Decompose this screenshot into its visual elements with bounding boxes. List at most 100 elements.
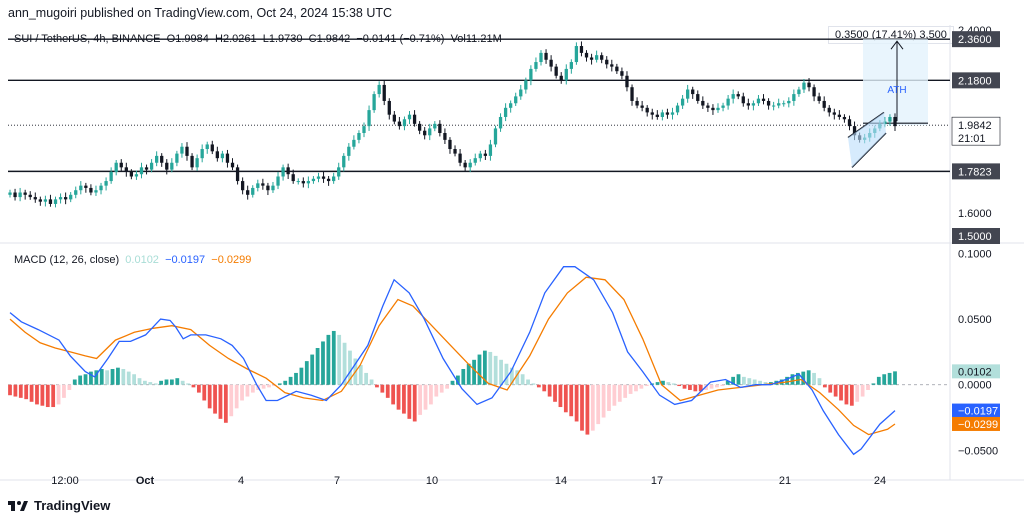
candle-body [205, 144, 209, 150]
macd-histogram [8, 330, 897, 435]
candle-body [701, 100, 705, 106]
macd-histogram-bar [283, 380, 288, 385]
macd-histogram-bar [822, 384, 827, 388]
candle-body [822, 100, 826, 108]
candle-body [326, 178, 331, 182]
candle-body [261, 183, 265, 186]
candle-body [94, 190, 98, 193]
macd-tick-label: 0.1000 [958, 249, 992, 261]
candle-body [534, 62, 538, 69]
candle-body [276, 176, 280, 186]
macd-histogram-bar [731, 376, 735, 385]
candle-body [402, 119, 407, 127]
time-tick-label: 12:00 [51, 475, 79, 487]
candle-body [827, 107, 831, 113]
macd-histogram-bar [569, 384, 574, 417]
macd-histogram-bar [758, 380, 762, 385]
candle-body [417, 123, 422, 131]
macd-histogram-bar [456, 375, 460, 385]
symbol-legend[interactable]: SUI / TetherUS, 4h, BINANCE O1.9984 H2.0… [14, 33, 502, 45]
macd-histogram-bar [795, 372, 800, 385]
candle-body [377, 84, 381, 95]
candle-body [448, 139, 452, 150]
level-label-box [952, 228, 1000, 244]
macd-histogram-bar [671, 383, 676, 385]
macd-histogram-bar [488, 351, 493, 385]
macd-histogram-bar [547, 384, 552, 397]
candle-body [842, 116, 847, 120]
candle-body [514, 96, 518, 104]
macd-histogram-bar [218, 384, 223, 419]
macd-legend[interactable]: MACD (12, 26, close) 0.0102 −0.0197 −0.0… [14, 254, 251, 266]
horizontal-levels [8, 38, 950, 173]
candle-body [771, 105, 776, 107]
candle-body [144, 167, 149, 170]
macd-histogram-bar [876, 376, 881, 385]
macd-histogram-bar [801, 371, 806, 385]
macd-histogram-bar [817, 378, 822, 385]
candle-body [79, 185, 83, 191]
macd-histogram-bar [866, 384, 870, 390]
macd-histogram-bar [644, 384, 649, 387]
macd-histogram-bar [736, 374, 741, 385]
macd-histogram-bar [558, 384, 563, 408]
last-price-label: 1.9842 [958, 120, 992, 132]
macd-histogram-bar [110, 368, 115, 385]
measure-range-box [863, 39, 928, 126]
macd-histogram-bar [250, 384, 255, 393]
candle-body [837, 114, 842, 117]
candle-body [382, 84, 386, 101]
candle-body [412, 114, 417, 124]
macd-histogram-bar [164, 379, 169, 385]
macd-histogram-value: 0.0102 [125, 254, 159, 266]
candle-body [503, 107, 508, 117]
macd-histogram-bar [51, 384, 56, 408]
candle-body [680, 98, 685, 106]
candle-body [342, 155, 346, 168]
candle-body [741, 96, 745, 104]
candle-body [58, 197, 63, 200]
bar-countdown-label: 21:01 [958, 133, 986, 145]
macd-histogram-bar [348, 350, 352, 385]
candle-body [665, 112, 670, 115]
level-label-box [952, 31, 1000, 48]
macd-histogram-bar [812, 372, 816, 385]
macd-histogram-bar [196, 384, 201, 393]
candle-body [519, 89, 523, 97]
macd-histogram-bar [655, 382, 660, 385]
candle-body [670, 112, 675, 115]
candle-body [185, 146, 189, 156]
macd-value-label: −0.0299 [958, 419, 998, 431]
tradingview-logo-icon [8, 500, 28, 511]
macd-histogram-bar [526, 379, 530, 385]
macd-histogram-bar [839, 384, 843, 401]
macd-histogram-bar [29, 384, 34, 402]
candle-body [170, 162, 174, 170]
time-tick-label: Oct [136, 475, 155, 487]
rising-channel-pattern [847, 111, 887, 168]
candle-body [28, 194, 32, 198]
macd-histogram-bar [790, 374, 795, 385]
macd-histogram-bar [596, 384, 601, 425]
macd-histogram-bar [78, 375, 83, 385]
candle-body [311, 178, 316, 182]
candle-body [751, 103, 756, 106]
candle-body [321, 176, 326, 179]
macd-histogram-bar [661, 380, 665, 385]
macd-histogram-bar [461, 368, 466, 385]
macd-histogram-bar [725, 380, 730, 385]
macd-histogram-bar [871, 383, 876, 385]
price-axes: 1.60001.80002.00002.20002.40002.36002.18… [951, 25, 1001, 457]
macd-histogram-bar [261, 384, 266, 389]
candle-body [594, 55, 599, 60]
macd-histogram-bar [482, 350, 487, 385]
macd-histogram-bar [40, 384, 45, 406]
candle-body [230, 162, 235, 168]
candle-body [175, 153, 179, 163]
candle-body [691, 89, 695, 95]
candle-body [210, 144, 214, 152]
candle-body [134, 174, 139, 177]
ath-measure-tool [863, 39, 928, 126]
macd-histogram-bar [321, 341, 325, 385]
